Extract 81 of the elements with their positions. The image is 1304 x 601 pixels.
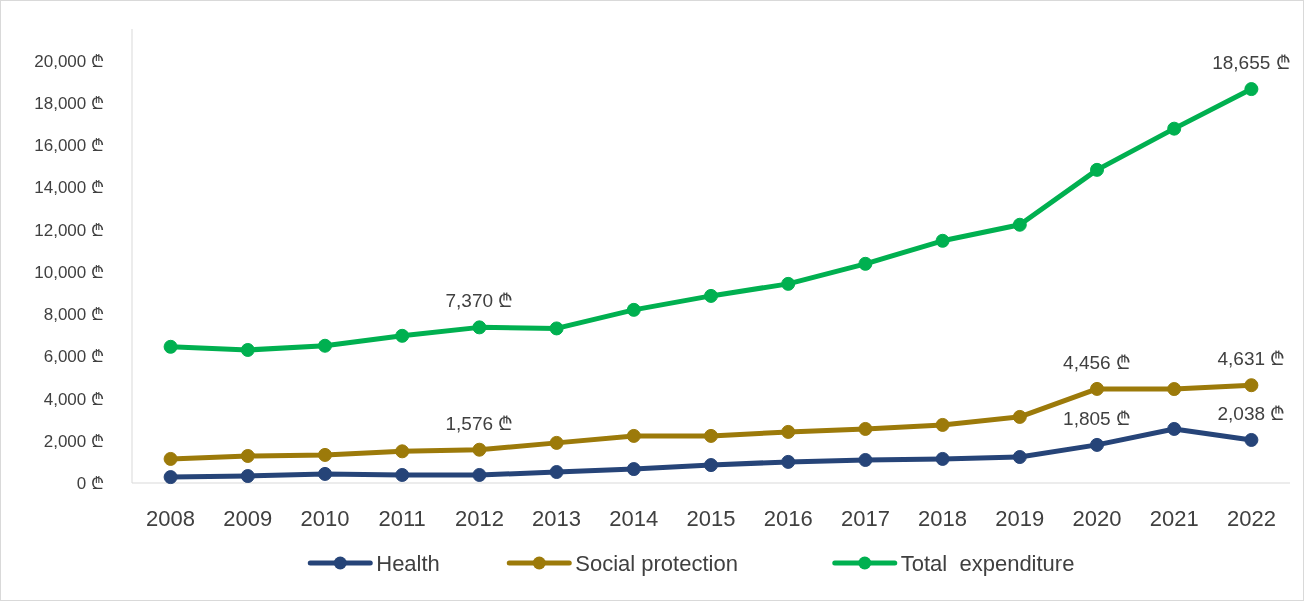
point <box>704 288 718 303</box>
point <box>1167 382 1182 397</box>
x-tick-label: 2013 <box>532 506 582 531</box>
x-tick-label: 2017 <box>840 506 890 531</box>
y-tick-label: 18,000 ₾ <box>34 93 104 113</box>
point <box>163 451 178 466</box>
y-tick-label: 2,000 ₾ <box>43 431 104 451</box>
y-tick-label: 8,000 ₾ <box>43 305 104 325</box>
point <box>626 302 641 317</box>
point <box>858 452 873 467</box>
point <box>549 465 564 480</box>
y-tick-label: 6,000 ₾ <box>43 347 104 367</box>
point <box>472 442 487 457</box>
point <box>626 428 641 443</box>
legend-label: Health <box>376 551 440 576</box>
data-label: 2,038 ₾ <box>1217 402 1286 424</box>
point <box>1012 409 1027 424</box>
point <box>704 428 718 443</box>
x-tick-label: 2009 <box>223 506 273 531</box>
point <box>240 448 255 463</box>
x-tick-label: 2014 <box>609 506 659 531</box>
data-label: 1,576 ₾ <box>445 412 514 434</box>
point <box>240 469 255 484</box>
point <box>626 462 641 477</box>
point <box>1244 82 1259 97</box>
point <box>1167 421 1182 436</box>
point <box>472 467 487 482</box>
legend-label: Total expenditure <box>900 551 1075 576</box>
point <box>781 424 796 439</box>
point <box>1167 121 1182 136</box>
point <box>1090 437 1104 452</box>
y-tick-label: 4,000 ₾ <box>43 389 104 409</box>
point <box>395 467 410 482</box>
data-label: 7,370 ₾ <box>445 290 514 312</box>
x-tick-label: 2022 <box>1226 506 1276 531</box>
point <box>318 466 332 481</box>
y-tick-label: 0 ₾ <box>76 474 104 493</box>
point <box>704 458 718 473</box>
x-tick-label: 2018 <box>918 506 968 531</box>
data-label: 4,456 ₾ <box>1063 351 1131 373</box>
y-tick-label: 10,000 ₾ <box>34 262 104 282</box>
point <box>858 421 873 436</box>
point <box>395 328 410 343</box>
x-tick-label: 2016 <box>763 506 813 531</box>
point <box>163 339 178 354</box>
point <box>1012 450 1027 465</box>
x-tick-label: 2012 <box>454 506 504 531</box>
x-tick-label: 2020 <box>1072 506 1122 531</box>
point <box>935 417 950 432</box>
point <box>163 470 178 485</box>
y-tick-label: 12,000 ₾ <box>34 220 104 240</box>
point <box>935 233 950 248</box>
point <box>858 256 873 271</box>
data-label: 18,655 ₾ <box>1212 52 1291 74</box>
point <box>935 451 950 466</box>
point <box>1244 378 1259 393</box>
point <box>1090 381 1104 396</box>
point <box>549 435 564 450</box>
data-label: 4,631 ₾ <box>1217 348 1286 370</box>
point <box>549 321 564 336</box>
point <box>318 447 332 462</box>
y-tick-label: 20,000 ₾ <box>34 51 104 71</box>
point <box>472 320 487 335</box>
point <box>1012 217 1027 232</box>
x-tick-label: 2010 <box>300 506 350 531</box>
y-tick-label: 14,000 ₾ <box>34 178 104 198</box>
x-tick-label: 2015 <box>686 506 736 531</box>
point <box>240 342 255 357</box>
legend-label: Social protection <box>575 551 738 576</box>
point <box>395 444 410 459</box>
data-label: 1,805 ₾ <box>1063 407 1131 429</box>
y-tick-label: 16,000 ₾ <box>34 136 104 156</box>
x-tick-label: 2021 <box>1149 506 1199 531</box>
point <box>781 454 796 469</box>
point <box>1244 432 1259 447</box>
x-tick-label: 2019 <box>995 506 1045 531</box>
point <box>781 276 796 291</box>
point <box>1090 162 1104 177</box>
x-tick-label: 2008 <box>146 506 196 531</box>
point <box>318 338 332 353</box>
x-tick-label: 2011 <box>378 506 426 531</box>
